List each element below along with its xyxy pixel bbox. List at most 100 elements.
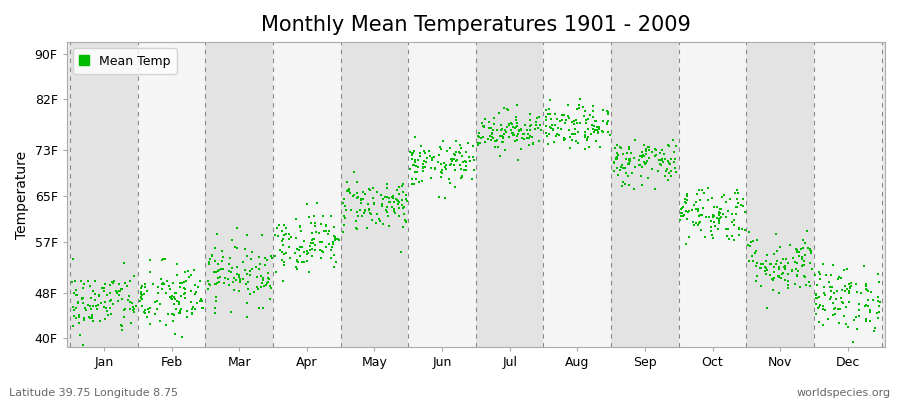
Point — [366, 185, 381, 191]
Point — [504, 120, 518, 126]
Point — [496, 138, 510, 145]
Point — [702, 214, 716, 220]
Point — [743, 243, 758, 249]
Point — [366, 200, 381, 206]
Point — [474, 135, 489, 141]
Point — [803, 283, 817, 289]
Point — [387, 206, 401, 213]
Point — [150, 298, 165, 305]
Point — [645, 148, 660, 155]
Point — [68, 278, 83, 284]
Point — [866, 297, 880, 303]
Point — [240, 279, 255, 286]
Point — [118, 306, 132, 312]
Point — [436, 138, 450, 144]
Point — [674, 206, 688, 212]
Point — [641, 144, 655, 151]
Point — [472, 140, 487, 146]
Point — [770, 248, 784, 254]
Point — [302, 269, 316, 276]
Point — [290, 257, 304, 264]
Point — [300, 248, 314, 254]
Point — [320, 231, 335, 238]
Point — [238, 245, 253, 252]
Point — [809, 301, 824, 308]
Point — [391, 198, 405, 204]
Point — [621, 161, 635, 168]
Point — [528, 122, 543, 128]
Point — [265, 253, 279, 259]
Point — [492, 110, 507, 116]
Point — [540, 111, 554, 118]
Point — [215, 258, 230, 264]
Point — [184, 310, 199, 317]
Point — [71, 298, 86, 305]
Point — [227, 287, 241, 293]
Point — [657, 156, 671, 162]
Point — [139, 307, 153, 313]
Point — [809, 292, 824, 299]
Point — [849, 313, 863, 320]
Point — [491, 144, 506, 150]
Point — [734, 202, 748, 208]
Point — [639, 148, 653, 154]
Point — [502, 134, 517, 140]
Point — [486, 126, 500, 133]
Point — [622, 144, 636, 150]
Point — [428, 164, 443, 171]
Point — [194, 296, 208, 302]
Point — [292, 247, 306, 253]
Point — [609, 142, 624, 148]
Point — [790, 271, 805, 278]
Point — [114, 296, 129, 303]
Point — [601, 128, 616, 135]
Point — [454, 173, 469, 180]
Point — [558, 120, 572, 126]
Point — [432, 194, 446, 200]
Point — [835, 287, 850, 294]
Point — [635, 154, 650, 161]
Point — [386, 194, 400, 201]
Point — [550, 130, 564, 137]
Point — [244, 256, 258, 262]
Point — [140, 288, 154, 294]
Point — [413, 153, 428, 160]
Point — [272, 221, 286, 228]
Point — [112, 292, 126, 298]
Point — [834, 295, 849, 302]
Point — [121, 283, 135, 290]
Bar — [814, 42, 882, 347]
Point — [184, 288, 198, 294]
Point — [67, 313, 81, 319]
Point — [622, 182, 636, 188]
Point — [636, 152, 651, 159]
Point — [81, 278, 95, 284]
Point — [349, 225, 364, 232]
Point — [127, 273, 141, 279]
Point — [174, 306, 188, 312]
Point — [723, 196, 737, 202]
Point — [514, 127, 528, 133]
Point — [268, 269, 283, 276]
Point — [624, 150, 638, 156]
Point — [193, 278, 207, 284]
Point — [767, 264, 781, 270]
Point — [572, 129, 586, 135]
Point — [767, 250, 781, 257]
Point — [642, 144, 656, 150]
Point — [680, 193, 695, 200]
Point — [523, 117, 537, 124]
Point — [66, 256, 80, 263]
Point — [692, 220, 706, 226]
Point — [615, 183, 629, 189]
Point — [68, 315, 83, 322]
Point — [712, 220, 726, 226]
Point — [122, 293, 136, 300]
Point — [82, 314, 96, 320]
Point — [150, 290, 165, 296]
Point — [627, 155, 642, 161]
Point — [661, 142, 675, 148]
Point — [227, 275, 241, 281]
Point — [238, 280, 253, 287]
Point — [764, 261, 778, 267]
